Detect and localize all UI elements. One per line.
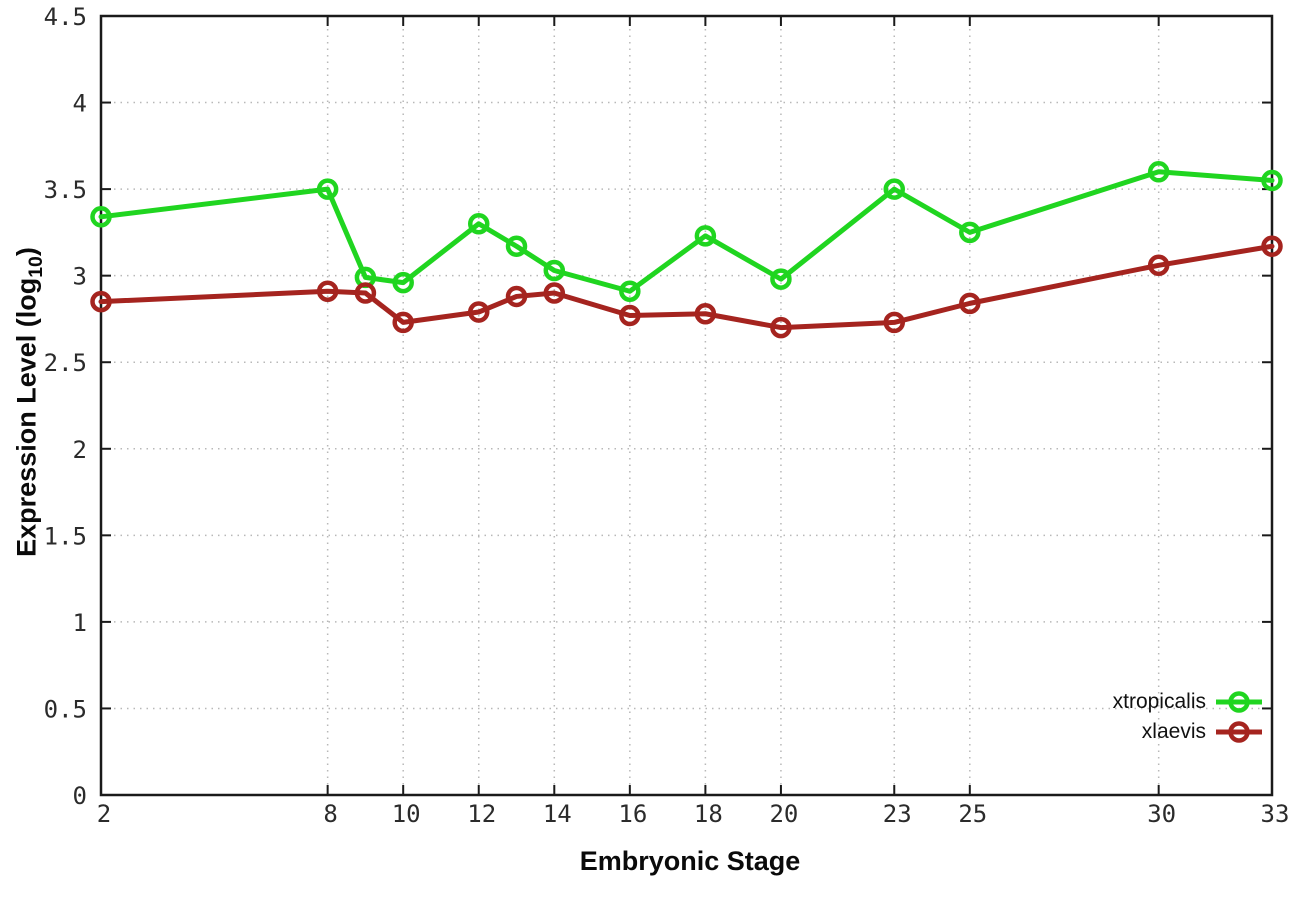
x-tick-label: 25 xyxy=(958,800,987,828)
data-point-xlaevis xyxy=(959,292,981,315)
data-point-xlaevis xyxy=(467,301,490,323)
x-tick-label: 2 xyxy=(97,800,111,828)
data-point-xlaevis xyxy=(543,282,566,304)
x-tick-label: 23 xyxy=(883,800,912,828)
y-axis-title-close: ) xyxy=(11,247,42,257)
x-tick-label: 20 xyxy=(769,800,798,828)
data-point-xtropicalis xyxy=(770,268,792,290)
x-tick-label: 10 xyxy=(392,800,421,828)
x-tick-label: 12 xyxy=(467,800,496,828)
data-point-xlaevis xyxy=(354,282,377,304)
x-tick-label: 33 xyxy=(1261,800,1290,828)
legend-sample-circle-icon xyxy=(1228,691,1250,713)
y-tick-label: 3 xyxy=(73,263,87,291)
legend-label-xlaevis: xlaevis xyxy=(1141,720,1206,743)
y-axis-title-text: Expression Level (log xyxy=(11,277,42,557)
data-point-xlaevis xyxy=(1147,254,1170,277)
x-tick-label: 14 xyxy=(543,800,572,828)
data-point-xtropicalis xyxy=(1261,169,1283,192)
data-point-xlaevis xyxy=(883,311,906,334)
data-point-xlaevis xyxy=(1261,235,1283,257)
y-tick-label: 1.5 xyxy=(44,522,87,550)
data-point-xtropicalis xyxy=(619,280,641,302)
data-point-xtropicalis xyxy=(316,178,339,200)
y-axis-title-subscript: 10 xyxy=(24,256,47,278)
legend-item-xlaevis: xlaevis xyxy=(1113,717,1262,747)
legend-item-xtropicalis: xtropicalis xyxy=(1113,687,1262,717)
x-tick-label: 16 xyxy=(618,800,647,828)
data-point-xlaevis xyxy=(770,316,792,339)
y-tick-label: 2 xyxy=(73,436,87,464)
y-tick-label: 0 xyxy=(73,782,87,810)
x-tick-label: 8 xyxy=(323,800,337,828)
y-tick-label: 3.5 xyxy=(44,176,87,204)
data-point-xlaevis xyxy=(694,303,717,325)
data-point-xtropicalis xyxy=(90,206,112,228)
series-line-xlaevis xyxy=(98,243,1275,331)
y-axis-title: Expression Level (log10) xyxy=(11,247,47,557)
data-point-xtropicalis xyxy=(1147,161,1170,183)
data-point-xtropicalis xyxy=(543,259,566,282)
x-axis-title: Embryonic Stage xyxy=(579,846,801,876)
data-point-xtropicalis xyxy=(505,235,528,257)
data-point-xlaevis xyxy=(90,290,112,313)
data-point-xtropicalis xyxy=(467,212,490,235)
data-point-xlaevis xyxy=(316,280,339,302)
data-point-xtropicalis xyxy=(392,271,414,294)
data-point-xlaevis xyxy=(619,304,641,327)
x-tick-label: 18 xyxy=(694,800,723,828)
data-point-xlaevis xyxy=(505,285,528,308)
y-tick-label: 1 xyxy=(73,609,87,637)
legend-marker-xlaevis xyxy=(1216,721,1262,743)
legend-sample-circle-icon xyxy=(1228,721,1250,743)
data-point-xtropicalis xyxy=(883,178,906,200)
y-tick-label: 2.5 xyxy=(44,349,87,377)
data-point-xtropicalis xyxy=(694,225,717,247)
x-tick-label: 30 xyxy=(1147,800,1176,828)
y-tick-label: 0.5 xyxy=(44,695,87,723)
legend-label-xtropicalis: xtropicalis xyxy=(1112,690,1206,713)
legend-marker-xtropicalis xyxy=(1216,691,1262,713)
y-tick-label: 4.5 xyxy=(44,3,87,31)
y-tick-label: 4 xyxy=(73,90,87,118)
legend: xtropicalis xlaevis xyxy=(1113,687,1262,747)
data-point-xlaevis xyxy=(392,311,414,334)
data-point-xtropicalis xyxy=(959,221,981,244)
plot-border xyxy=(99,14,1274,797)
